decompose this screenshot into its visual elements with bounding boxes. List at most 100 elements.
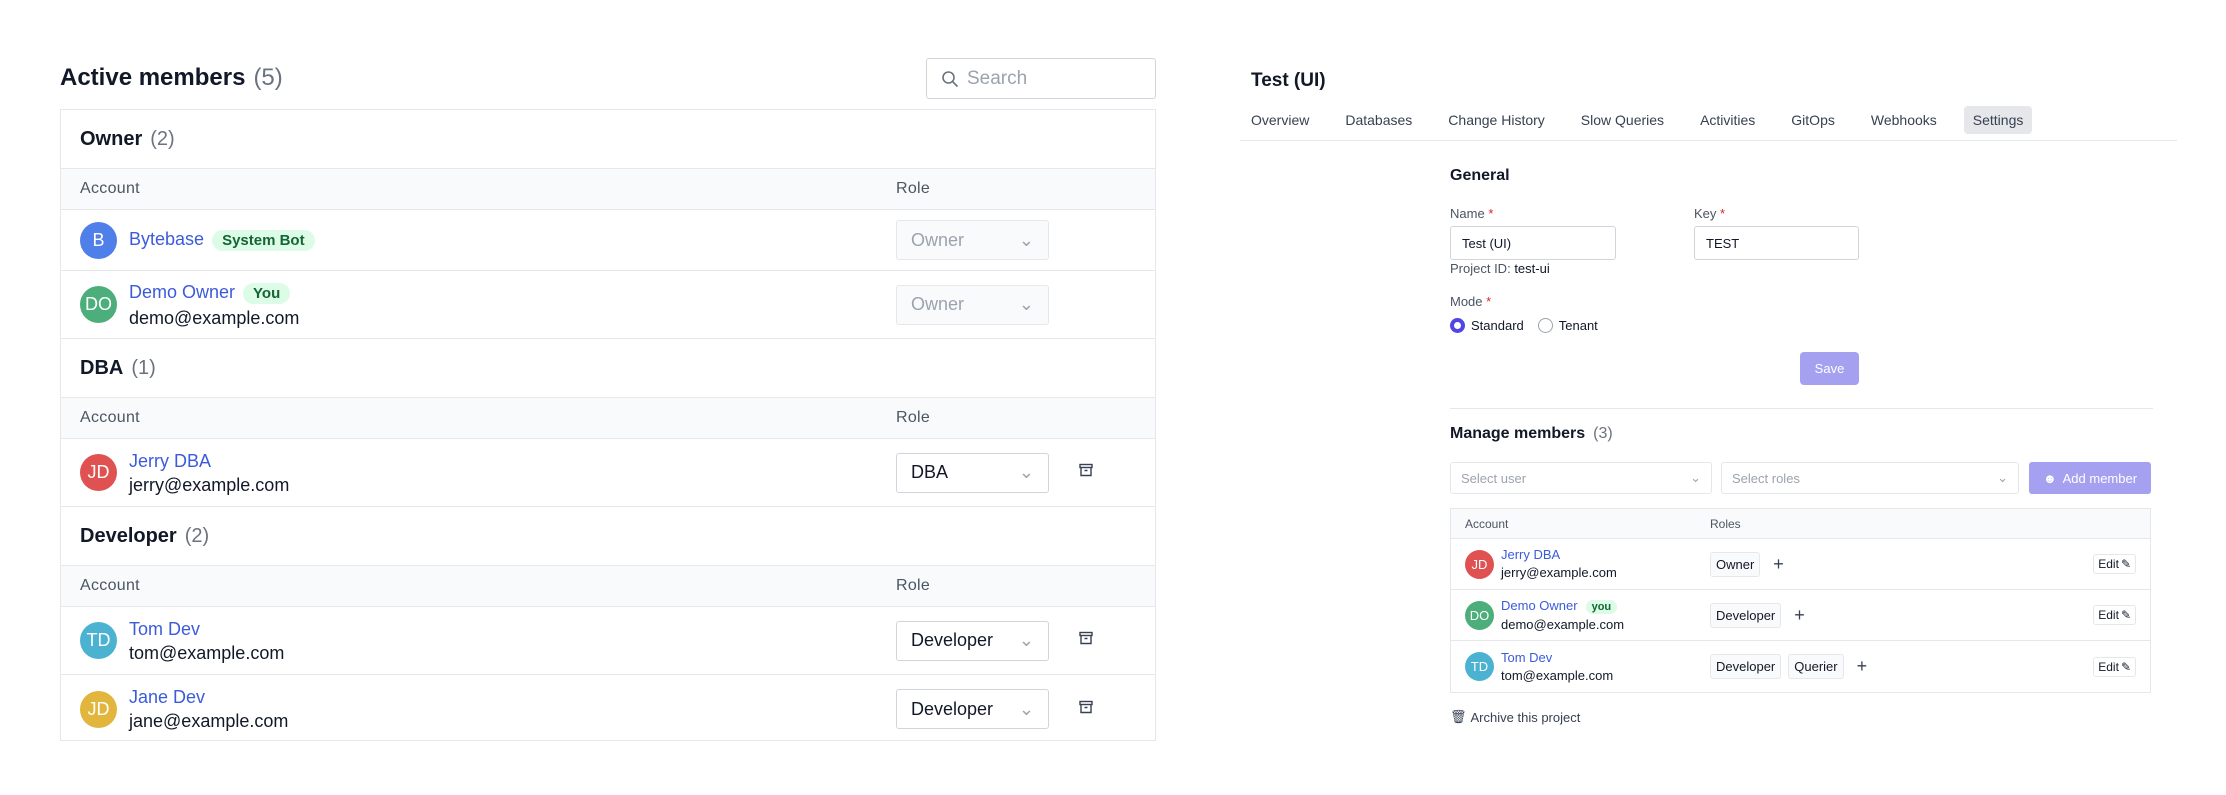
member-name-link[interactable]: Bytebase: [129, 229, 205, 249]
member-badge: You: [243, 282, 291, 304]
member-name-link[interactable]: Jerry DBA: [129, 450, 212, 471]
member-row: DO Demo Owner you demo@example.com Develop…: [1451, 590, 2150, 641]
manage-title: Manage members: [1450, 425, 1586, 442]
add-member-button[interactable]: ☻ Add member: [2029, 462, 2151, 494]
edit-button[interactable]: Edit ✎: [2093, 554, 2136, 574]
role-value: Developer: [911, 698, 994, 719]
archive-project-link[interactable]: 🗑 Archive this project: [1450, 709, 1580, 725]
member-email: jane@example.com: [129, 711, 289, 731]
required-mark: *: [1488, 206, 1494, 221]
user-plus-icon: ☻: [2042, 470, 2057, 486]
key-input[interactable]: TEST: [1694, 226, 1859, 260]
select-roles-dropdown[interactable]: Select roles ⌄: [1721, 462, 2019, 494]
select-user-dropdown[interactable]: Select user ⌄: [1450, 462, 1712, 494]
member-name-link[interactable]: Demo Owner: [129, 281, 236, 302]
avatar: DO: [80, 286, 117, 323]
required-mark: *: [1486, 294, 1492, 309]
tab-slow-queries[interactable]: Slow Queries: [1580, 112, 1665, 128]
radio-standard-label[interactable]: Standard: [1471, 318, 1524, 333]
archive-icon[interactable]: [1078, 630, 1094, 651]
member-badge: you: [1585, 599, 1618, 614]
key-label: Key *: [1694, 206, 1725, 221]
roles: Owner +: [1710, 551, 1784, 577]
member-name-link[interactable]: Jerry DBA: [1501, 547, 1561, 562]
member-row: JD Jane Dev jane@example.com Developer ⌄: [61, 675, 1155, 743]
archive-icon[interactable]: [1078, 462, 1094, 483]
member-name-link[interactable]: Jane Dev: [129, 687, 206, 707]
edit-icon: ✎: [2120, 608, 2131, 622]
member-email: tom@example.com: [129, 642, 285, 663]
radio-tenant-label[interactable]: Tenant: [1558, 318, 1598, 333]
group-header: DBA (1): [61, 339, 1155, 398]
role-select[interactable]: Developer ⌄: [896, 620, 1049, 661]
role-select[interactable]: DBA ⌄: [896, 452, 1049, 493]
role-select[interactable]: Developer ⌄: [896, 689, 1049, 729]
tab-change-history[interactable]: Change History: [1448, 112, 1545, 128]
col-account: Account: [1465, 517, 1509, 531]
roles: Developer Querier +: [1710, 654, 1867, 679]
manage-members-heading: Manage members (3): [1450, 425, 1613, 443]
tab-activities[interactable]: Activities: [1700, 112, 1756, 128]
search-input[interactable]: Search: [926, 58, 1156, 99]
role-select: Owner ⌄: [896, 284, 1049, 325]
archive-icon[interactable]: [1078, 699, 1094, 720]
key-label-text: Key: [1694, 206, 1717, 221]
avatar: TD: [1465, 652, 1494, 681]
account: Jerry DBA jerry@example.com: [129, 449, 289, 497]
edit-label: Edit: [2098, 557, 2119, 571]
account: Jerry DBA jerry@example.com: [1501, 546, 1617, 582]
edit-button[interactable]: Edit ✎: [2093, 605, 2136, 625]
edit-icon: ✎: [2120, 659, 2131, 674]
column-header: Account Roles: [1451, 509, 2150, 539]
tab-gitops[interactable]: GitOps: [1791, 112, 1835, 128]
col-account: Account: [80, 180, 140, 197]
group-title: Owner: [80, 127, 143, 150]
col-role: Role: [896, 409, 931, 426]
project-id-value: test-ui: [1514, 261, 1550, 276]
plus-icon[interactable]: +: [1856, 656, 1868, 676]
chevron-down-icon: ⌄: [1018, 630, 1034, 650]
project-id: Project ID: test-ui: [1450, 261, 1550, 276]
tab-overview[interactable]: Overview: [1251, 112, 1310, 128]
tab-settings[interactable]: Settings: [1963, 106, 2033, 134]
account: Jane Dev jane@example.com: [129, 685, 288, 733]
tab-webhooks[interactable]: Webhooks: [1870, 112, 1937, 128]
name-input[interactable]: Test (UI): [1450, 226, 1616, 260]
chevron-down-icon: ⌄: [1018, 294, 1034, 314]
required-mark: *: [1720, 206, 1726, 221]
member-row: JD Jerry DBA jerry@example.com DBA ⌄: [61, 439, 1155, 507]
divider: [1450, 408, 2153, 409]
edit-button[interactable]: Edit ✎: [2093, 656, 2136, 677]
column-header: Account Role: [61, 566, 1155, 607]
member-name-link[interactable]: Demo Owner: [1501, 597, 1578, 613]
roles: Developer +: [1710, 602, 1805, 628]
mode-label: Mode *: [1450, 294, 1491, 309]
select-roles-placeholder: Select roles: [1732, 470, 1800, 486]
radio-standard[interactable]: [1450, 318, 1465, 333]
edit-label: Edit: [2098, 608, 2119, 622]
member-row: TD Tom Dev tom@example.com Developer ⌄: [61, 607, 1155, 675]
radio-tenant[interactable]: [1537, 318, 1553, 333]
archive-icon: 🗑: [1450, 709, 1467, 724]
member-name-link[interactable]: Tom Dev: [1501, 649, 1553, 665]
col-role: Role: [896, 577, 931, 594]
avatar: JD: [80, 454, 117, 491]
tab-databases[interactable]: Databases: [1345, 112, 1413, 128]
active-members-table: Owner (2) Account Role B Bytebase System Bot…: [60, 109, 1156, 741]
name-label: Name *: [1450, 206, 1493, 221]
member-name-link[interactable]: Tom Dev: [129, 618, 201, 639]
role-select: Owner ⌄: [896, 220, 1049, 260]
role-chip: Owner: [1710, 551, 1761, 577]
plus-icon[interactable]: +: [1773, 553, 1784, 574]
column-header: Account Role: [61, 169, 1155, 210]
role-value: Developer: [911, 630, 994, 650]
plus-icon[interactable]: +: [1794, 604, 1805, 625]
general-heading: General: [1450, 167, 1510, 184]
chevron-down-icon: ⌄: [1997, 470, 2008, 485]
role-value: Owner: [911, 229, 965, 250]
manage-count: (3): [1593, 425, 1613, 442]
group-count: (1): [131, 356, 156, 379]
save-button[interactable]: Save: [1800, 352, 1859, 385]
name-label-text: Name: [1450, 206, 1485, 221]
avatar: B: [80, 221, 117, 259]
